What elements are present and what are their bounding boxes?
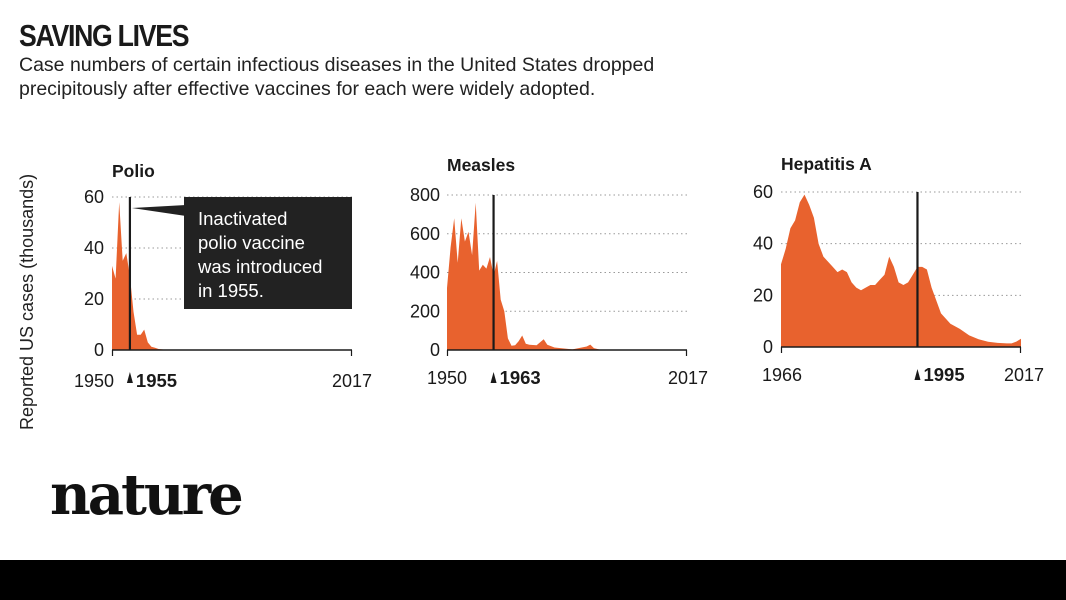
x-tick-label: 1950 [74,371,114,391]
y-tick-label: 200 [410,301,440,321]
x-tick-label: 2017 [668,368,708,388]
polio-chart: Polio 0 20 40 60 1955 1950 2017 [74,161,372,391]
y-tick-label: 0 [430,340,440,360]
chart-subtitle: Case numbers of certain infectious disea… [19,54,655,100]
y-tick-label: 20 [753,285,773,305]
y-tick-label: 0 [763,337,773,357]
measles-chart: Measles 0 200 400 600 800 1963 1950 2017 [410,155,708,388]
chart-title: SAVING LIVES [19,18,189,53]
vaccine-year-label: 1955 [136,370,177,391]
data-area [447,202,687,350]
y-tick-label: 400 [410,263,440,283]
y-tick-label: 0 [94,340,104,360]
vaccine-year-label: 1963 [500,367,541,388]
hepatitis-a-chart: Hepatitis A 0 20 40 60 1995 1966 2017 [753,154,1044,385]
bottom-bar [0,560,1066,600]
callout-line: in 1955. [198,280,264,301]
data-area [112,202,352,350]
nature-logo: nature [50,462,244,528]
panel-title: Polio [112,161,155,181]
y-tick-label: 60 [84,187,104,207]
vaccine-marker-arrow [914,369,921,380]
x-tick-label: 1966 [762,365,802,385]
y-tick-label: 40 [84,238,104,258]
data-area [781,194,1021,347]
callout-line: was introduced [198,256,323,277]
vaccine-marker-arrow [490,372,497,383]
callout-line: Inactivated [198,208,288,229]
callout-line: polio vaccine [198,232,305,253]
y-tick-label: 20 [84,289,104,309]
x-tick-label: 2017 [332,371,372,391]
y-tick-label: 800 [410,185,440,205]
panel-title: Measles [447,155,515,175]
x-tick-label: 1950 [427,368,467,388]
y-tick-label: 600 [410,224,440,244]
x-tick-label: 2017 [1004,365,1044,385]
y-tick-label: 40 [753,234,773,254]
panel-title: Hepatitis A [781,154,872,174]
vaccine-year-label: 1995 [923,364,964,385]
vaccine-callout: Inactivated polio vaccine was introduced… [184,197,352,309]
callout-pointer [131,205,186,216]
vaccine-marker-arrow [126,372,133,383]
y-tick-label: 60 [753,182,773,202]
